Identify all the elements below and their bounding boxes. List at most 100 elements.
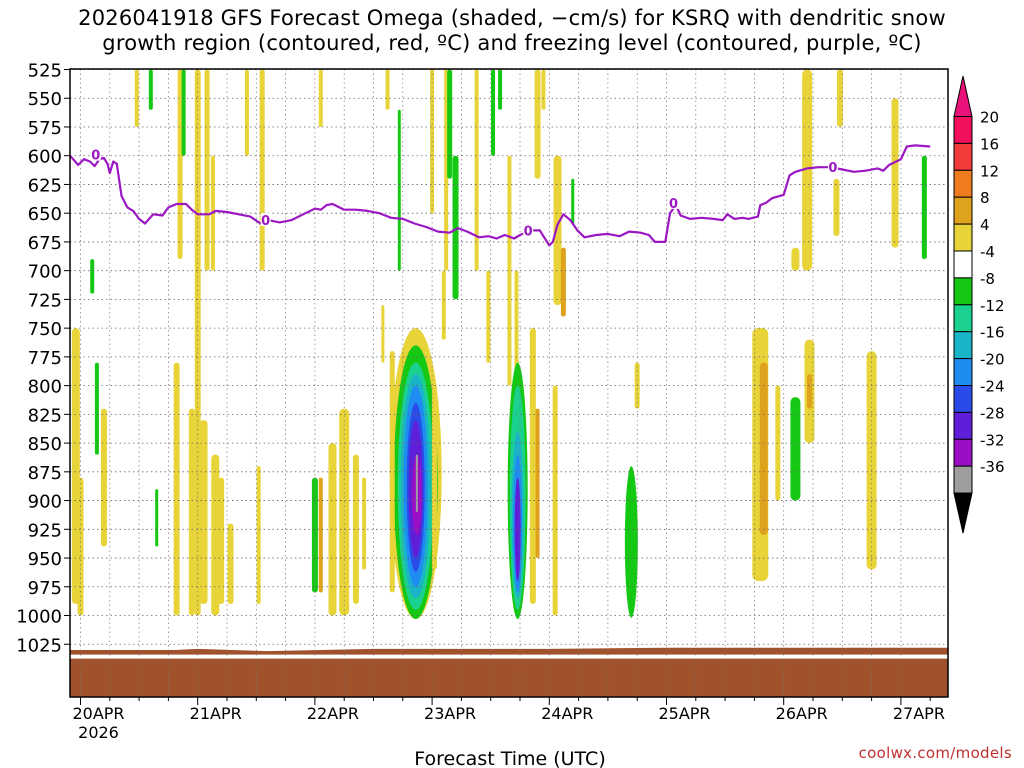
x-tick-sublabel: 2026 [78,723,119,742]
colorbar-top-arrow [953,75,973,117]
omega-area [339,408,350,616]
omega-area [921,155,927,260]
y-tick-label: 550 [28,89,62,110]
omega-area [218,477,225,605]
colorbar-label: 20 [980,109,999,127]
terrain [70,647,948,697]
omega-area [759,362,768,536]
grid-lines [70,69,948,697]
omega-area [204,69,210,271]
contour-label-bg [827,160,838,174]
x-tick-label: 27APR [893,704,945,723]
omega-area [560,247,566,317]
y-tick-label: 625 [28,175,62,196]
colorbar-swatch [953,385,973,413]
colorbar-bottom-arrow [953,492,973,534]
colorbar-swatch [953,116,973,144]
omega-area [148,69,153,110]
plot-frame [69,68,949,698]
omega-area [155,489,159,547]
colorbar-swatch [953,250,973,279]
colorbar-swatch [953,223,973,252]
omega-area [507,155,512,386]
omega-area [441,270,446,340]
omega-area [318,69,323,127]
x-tick-label: 26APR [776,704,828,723]
freezing-level-label: 0 [828,161,837,176]
omega-area [389,351,395,593]
colorbar-swatch [953,169,973,198]
omega-area [181,69,186,156]
omega-area [199,420,208,605]
colorbar-label: -28 [980,404,1005,422]
colorbar-swatch [953,411,973,440]
omega-area [244,69,249,156]
omega-area [833,178,840,237]
y-tick-label: 775 [28,348,62,369]
omega-area [94,362,99,455]
y-tick-label: 1000 [16,607,62,628]
colorbar-swatch [953,438,973,467]
y-tick-label: 750 [28,319,62,340]
colorbar-swatch [953,331,973,360]
omega-area [194,69,201,616]
y-tick-label: 975 [28,578,62,599]
y-tick-label: 725 [28,290,62,311]
colorbar-swatch [953,142,973,171]
omega-area [534,69,541,179]
credit-text: coolwx.com/models [858,744,1012,762]
omega-area [318,477,323,593]
colorbar-label: 8 [980,189,990,207]
y-tick-label: 525 [28,61,62,82]
contour-label-bg [668,195,679,209]
colorbar-label: -8 [980,270,995,288]
x-tick-label: 22APR [307,704,359,723]
omega-area [134,69,139,127]
omega-area [100,408,107,547]
contour-label-bg [260,213,271,227]
colorbar-label: -32 [980,431,1005,449]
title-line-1: 2026041918 GFS Forecast Omega (shaded, −… [78,6,946,30]
omega-area [535,408,540,559]
freezing-level-contour: 0 0 0 0 0 [70,144,931,247]
omega-area [311,477,318,593]
freezing-level-line [70,144,931,247]
x-axis-label: Forecast Time (UTC) [414,748,605,768]
colorbar-label: -20 [980,351,1005,369]
y-tick-label: 900 [28,492,62,513]
omega-area [491,69,496,156]
x-tick-label: 24APR [541,704,593,723]
y-axis: 525 550 575 600 625 650 675 700 725 750 775 800 825 8… [16,61,70,656]
colorbar-swatch [953,277,973,306]
omega-area [447,69,453,179]
colorbar-swatch [953,304,973,333]
y-tick-label: 700 [28,262,62,283]
omega-area [227,523,234,605]
omega-area [415,454,418,513]
omega-area [514,477,521,582]
colorbar-swatch [953,465,973,494]
contour-label-bg [523,223,534,237]
omega-area [802,69,813,271]
y-tick-label: 800 [28,377,62,398]
x-tick-label: 25APR [658,704,710,723]
omega-area [486,270,491,363]
omega-area [362,477,367,570]
omega-area [444,69,449,271]
omega-area [352,454,359,605]
omega-area [90,259,95,294]
omega-area [259,69,265,271]
omega-area [553,155,562,306]
omega-area [541,69,546,110]
colorbar-swatch [953,358,973,387]
colorbar-label: 4 [980,216,990,234]
y-tick-label: 875 [28,463,62,484]
y-tick-label: 850 [28,434,62,455]
colorbar-swatch [953,196,973,225]
contour-label-bg [90,147,101,161]
omega-area [188,408,195,616]
colorbar-label: -4 [980,243,995,261]
omega-area [891,98,899,248]
freezing-level-label: 0 [524,224,533,239]
